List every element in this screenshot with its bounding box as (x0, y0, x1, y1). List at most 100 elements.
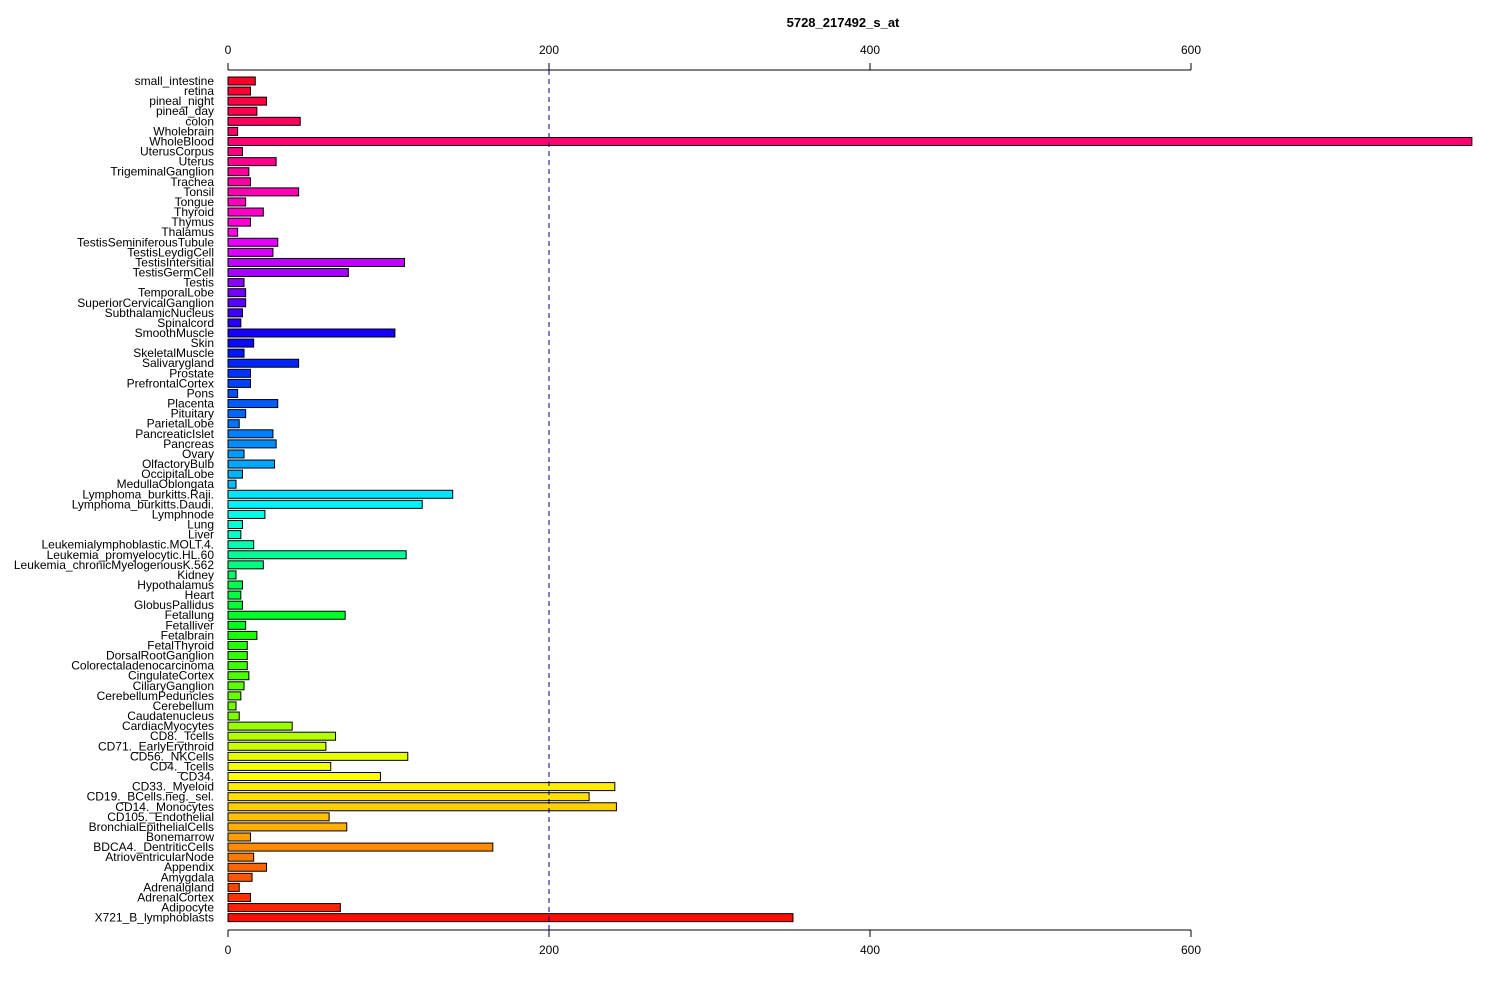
category-label: CD14._Monocytes (115, 800, 214, 814)
category-label: Bonemarrow (146, 830, 214, 844)
bar-Adrenalgland (227, 882, 240, 892)
bar-UterusCorpus (227, 147, 243, 157)
category-label: Adrenalgland (143, 880, 214, 894)
bar-CD19._BCells.neg._sel. (227, 792, 590, 802)
bar-Pons (227, 388, 239, 398)
bar-Trachea (227, 177, 251, 187)
category-label: Wholebrain (153, 124, 214, 138)
category-label: Lung (187, 518, 214, 532)
bars (227, 76, 1473, 923)
bar-OlfactoryBulb (227, 459, 276, 469)
category-label: Colorectaladenocarcinoma (71, 659, 214, 673)
category-label: TrigeminalGanglion (110, 165, 214, 179)
bar-Bonemarrow (227, 832, 251, 842)
bar-Pancreas (227, 439, 277, 449)
bar-pineal_night (227, 96, 268, 106)
category-label: Skin (191, 336, 214, 350)
bar-Tongue (227, 197, 247, 207)
axes: 0 0 200 200 400 400 600 600 (225, 43, 1202, 957)
category-label: Lymphoma_burkitts.Raji. (82, 487, 214, 501)
bar-SuperiorCervicalGanglion (227, 298, 247, 308)
bar-Lymphoma_burkitts.Daudi. (227, 499, 423, 509)
category-label: BDCA4._DentriticCells (93, 840, 214, 854)
bar-SkeletalMuscle (227, 348, 245, 358)
category-label: Testis (183, 276, 214, 290)
bar-WholeBlood (227, 136, 1473, 146)
category-label: CerebellumPeduncles (97, 689, 214, 703)
category-label: Pancreas (163, 437, 214, 451)
bar-Hypothalamus (227, 580, 243, 590)
category-label: SuperiorCervicalGanglion (77, 296, 214, 310)
bar-Placenta (227, 399, 279, 409)
category-label: AtrioventricularNode (105, 850, 214, 864)
category-label: MedullaOblongata (117, 477, 215, 491)
category-label: Caudatenucleus (127, 709, 214, 723)
bar-BronchialEpithelialCells (227, 822, 348, 832)
bar-TemporalLobe (227, 288, 247, 298)
category-label: small_intestine (135, 74, 215, 88)
category-label: Adipocyte (161, 901, 214, 915)
category-label: Salivarygland (142, 356, 214, 370)
category-label: BronchialEpithelialCells (89, 820, 214, 834)
category-label: Leukemia_promyelocytic.HL.60 (47, 548, 215, 562)
category-label: Ovary (182, 447, 214, 461)
bar-Caudatenucleus (227, 711, 240, 721)
chart-title: 5728_217492_s_at (787, 15, 900, 30)
category-label: Prostate (169, 366, 214, 380)
category-label: Lymphoma_burkitts.Daudi. (72, 497, 214, 511)
bar-Ovary (227, 449, 245, 459)
bottom-axis-tick-label: 400 (860, 943, 880, 957)
bar-X721_B_lymphoblasts (227, 913, 794, 923)
category-label: Tonsil (183, 185, 214, 199)
bar-AtrioventricularNode (227, 852, 255, 862)
bar-CD8._Tcells (227, 731, 337, 741)
bar-TestisIntersitial (227, 257, 406, 267)
category-label: retina (184, 84, 214, 98)
category-label: Spinalcord (157, 316, 214, 330)
category-label: GlobusPallidus (134, 598, 214, 612)
category-label: SkeletalMuscle (133, 346, 214, 360)
category-label: Thyroid (174, 205, 214, 219)
category-label: Cerebellum (153, 699, 214, 713)
bar-TrigeminalGanglion (227, 167, 250, 177)
bar-SubthalamicNucleus (227, 308, 243, 318)
bar-Fetalliver (227, 620, 247, 630)
top-axis-tick-label: 400 (860, 43, 880, 57)
bar-Pituitary (227, 409, 247, 419)
bar-Leukemialymphoblastic.MOLT.4. (227, 540, 255, 550)
category-label: CD33._Myeloid (132, 780, 214, 794)
bar-BDCA4._DentriticCells (227, 842, 494, 852)
bar-TestisSeminiferousTubule (227, 237, 279, 247)
category-label: DorsalRootGanglion (106, 649, 214, 663)
bar-Leukemia_chronicMyelogenousK.562 (227, 560, 264, 570)
category-label: FetalThyroid (147, 638, 214, 652)
bar-Tonsil (227, 187, 300, 197)
bar-CingulateCortex (227, 671, 250, 681)
category-label: Amygdala (161, 870, 215, 884)
category-label: CardiacMyocytes (122, 719, 214, 733)
bar-AdrenalCortex (227, 892, 251, 902)
bar-CD14._Monocytes (227, 802, 617, 812)
category-label: Appendix (164, 860, 214, 874)
bar-MedullaOblongata (227, 479, 237, 489)
bar-small_intestine (227, 76, 256, 86)
bar-CD105._Endothelial (227, 812, 330, 822)
category-label: colon (185, 114, 214, 128)
bar-colon (227, 116, 301, 126)
category-label: PancreaticIslet (135, 427, 214, 441)
bar-CD34. (227, 772, 381, 782)
category-label: UterusCorpus (140, 145, 214, 159)
category-label: TestisSeminiferousTubule (77, 235, 214, 249)
category-label: pineal_night (149, 94, 214, 108)
top-axis-tick-label: 600 (1181, 43, 1201, 57)
bar-CardiacMyocytes (227, 721, 293, 731)
bar-CD4._Tcells (227, 761, 332, 771)
bar-Kidney (227, 570, 237, 580)
category-label: Tongue (175, 195, 215, 209)
bar-TestisGermCell (227, 268, 349, 278)
top-axis-tick-label: 0 (225, 43, 232, 57)
category-label: SubthalamicNucleus (105, 306, 214, 320)
category-label: CD34. (180, 770, 214, 784)
